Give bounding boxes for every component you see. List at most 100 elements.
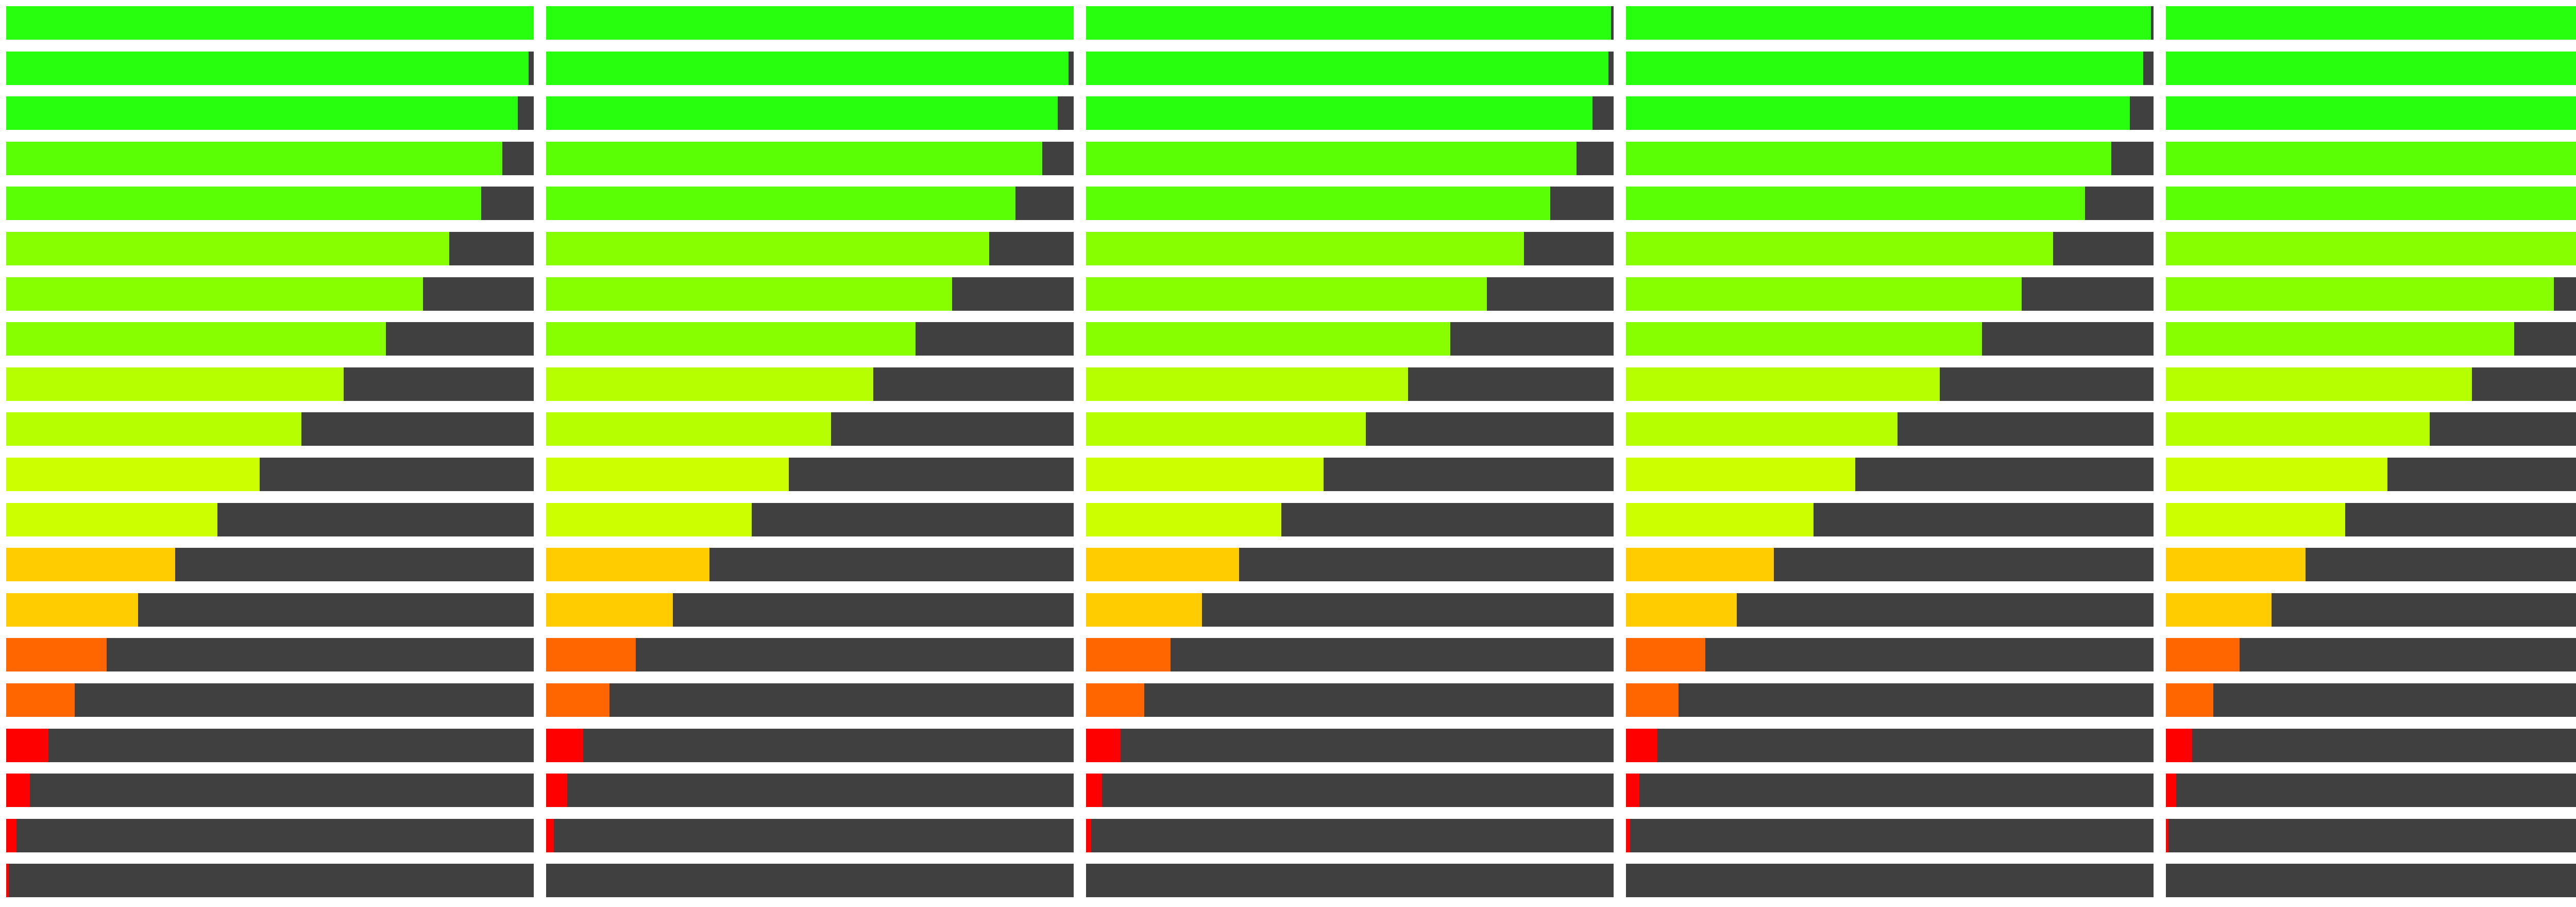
level-bar	[546, 52, 1074, 85]
meter-column-4	[1626, 0, 2154, 907]
level-bar	[1086, 819, 1614, 852]
level-fill	[6, 96, 518, 130]
level-bar	[2166, 322, 2576, 356]
level-fill	[2166, 593, 2272, 627]
level-fill	[6, 819, 17, 852]
level-bar	[2166, 277, 2576, 311]
level-fill	[6, 548, 175, 581]
level-fill	[1086, 277, 1487, 311]
level-bar	[546, 96, 1074, 130]
level-bar	[1086, 503, 1614, 536]
level-bar	[6, 503, 534, 536]
level-fill	[546, 458, 789, 491]
level-bar	[2166, 6, 2576, 40]
level-fill	[6, 52, 529, 85]
level-bar	[546, 638, 1074, 671]
level-fill	[1626, 819, 1631, 852]
level-bar	[1086, 412, 1614, 446]
level-bar	[6, 52, 534, 85]
level-bar	[546, 412, 1074, 446]
level-fill	[1086, 683, 1144, 717]
level-fill	[6, 367, 344, 401]
level-bar	[6, 638, 534, 671]
level-bar	[2166, 593, 2576, 627]
level-bar	[1626, 96, 2154, 130]
level-fill	[1626, 367, 1940, 401]
level-bar	[1086, 638, 1614, 671]
level-bar	[1086, 458, 1614, 491]
level-bar	[1626, 458, 2154, 491]
level-fill	[2166, 6, 2576, 40]
level-fill	[2166, 548, 2306, 581]
level-bar	[2166, 683, 2576, 717]
level-bar	[6, 683, 534, 717]
level-fill	[1626, 6, 2151, 40]
level-fill	[1086, 187, 1551, 220]
level-bar	[1626, 142, 2154, 175]
level-fill	[1626, 187, 2085, 220]
level-bar	[2166, 864, 2576, 897]
level-bar	[1626, 412, 2154, 446]
level-bar	[546, 729, 1074, 762]
level-bar	[1626, 548, 2154, 581]
level-bar	[546, 367, 1074, 401]
level-fill	[546, 819, 554, 852]
level-fill	[546, 729, 583, 762]
level-bar	[546, 187, 1074, 220]
level-fill	[1086, 548, 1239, 581]
level-bar	[1626, 277, 2154, 311]
level-fill	[1086, 774, 1102, 807]
level-bar	[1626, 187, 2154, 220]
level-fill	[2166, 142, 2576, 175]
level-fill	[2166, 412, 2430, 446]
level-fill	[1626, 52, 2143, 85]
level-fill	[1626, 142, 2112, 175]
level-bar	[546, 277, 1074, 311]
level-bar	[1086, 277, 1614, 311]
level-bar	[2166, 367, 2576, 401]
level-bar	[1086, 774, 1614, 807]
level-fill	[546, 187, 1016, 220]
level-fill	[1086, 593, 1202, 627]
level-fill	[6, 638, 107, 671]
level-bar	[546, 458, 1074, 491]
level-fill	[6, 277, 423, 311]
level-fill	[546, 638, 636, 671]
level-fill	[1086, 412, 1366, 446]
level-fill	[6, 683, 75, 717]
level-bar	[546, 774, 1074, 807]
level-fill	[2166, 52, 2576, 85]
level-bar	[2166, 774, 2576, 807]
level-fill	[2166, 322, 2514, 356]
level-fill	[546, 593, 673, 627]
meter-column-1	[6, 0, 534, 907]
level-fill	[546, 412, 831, 446]
level-fill	[1086, 142, 1577, 175]
level-bar	[546, 548, 1074, 581]
level-bar	[1086, 187, 1614, 220]
level-bar	[1086, 142, 1614, 175]
level-fill	[6, 232, 450, 265]
level-bar	[2166, 142, 2576, 175]
level-bar	[546, 503, 1074, 536]
level-fill	[2166, 458, 2388, 491]
level-fill	[6, 322, 386, 356]
level-bar	[1086, 322, 1614, 356]
level-fill	[2166, 232, 2576, 265]
level-bar	[1626, 864, 2154, 897]
level-bar	[1626, 819, 2154, 852]
level-bar	[6, 322, 534, 356]
level-bar	[1086, 593, 1614, 627]
level-fill	[1626, 503, 1814, 536]
level-bar	[2166, 96, 2576, 130]
level-fill	[6, 729, 48, 762]
level-bar	[6, 96, 534, 130]
level-bar	[546, 864, 1074, 897]
level-bar	[546, 819, 1074, 852]
level-fill	[2166, 638, 2240, 671]
level-bar	[2166, 503, 2576, 536]
level-fill	[2166, 729, 2193, 762]
level-fill	[546, 322, 916, 356]
level-bar	[1626, 683, 2154, 717]
level-bar	[1086, 52, 1614, 85]
